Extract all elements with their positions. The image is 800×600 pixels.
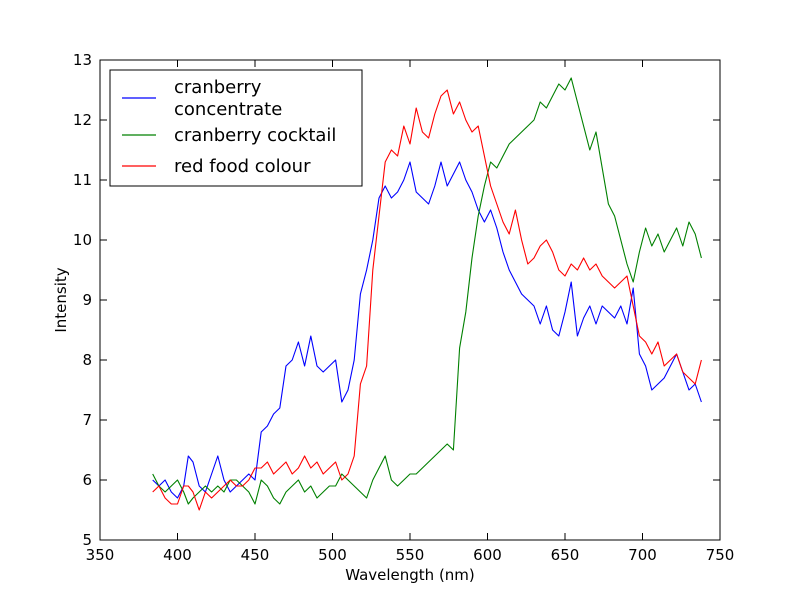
x-tick-label: 700	[628, 546, 657, 564]
y-tick-label: 11	[73, 171, 92, 189]
x-axis-label: Wavelength (nm)	[345, 566, 475, 584]
series-line-2	[152, 77, 702, 505]
x-tick-label: 650	[551, 546, 580, 564]
x-tick-label: 500	[318, 546, 347, 564]
y-tick-label: 13	[73, 51, 92, 69]
y-axis-label: Intensity	[52, 267, 70, 332]
plot-content	[152, 77, 702, 511]
legend-box	[109, 69, 363, 187]
y-tick-label: 10	[73, 231, 92, 249]
y-tick-label: 9	[82, 291, 92, 309]
y-tick-label: 5	[82, 531, 92, 549]
x-tick-label: 600	[473, 546, 502, 564]
series-line-1	[152, 161, 702, 499]
y-tick-label: 7	[82, 411, 92, 429]
x-tick-label: 400	[163, 546, 192, 564]
axis-ticks: 350 400 450 500 550 600 650 700 750 5 6 7 8 9 10 11 12 13	[73, 51, 734, 564]
y-tick-label: 12	[73, 111, 92, 129]
legend: cranberry concentrate cranberry cocktail re…	[109, 69, 363, 187]
x-tick-label: 550	[396, 546, 425, 564]
legend-label-3: red food colour	[174, 156, 311, 177]
y-tick-label: 6	[82, 471, 92, 489]
y-tick-label: 8	[82, 351, 92, 369]
legend-label-2: cranberry cocktail	[174, 125, 336, 146]
series-line-3	[152, 89, 702, 511]
x-tick-label: 450	[241, 546, 270, 564]
legend-label-1: cranberry concentrate	[174, 77, 282, 120]
x-tick-label: 350	[86, 546, 115, 564]
x-tick-label: 750	[706, 546, 735, 564]
